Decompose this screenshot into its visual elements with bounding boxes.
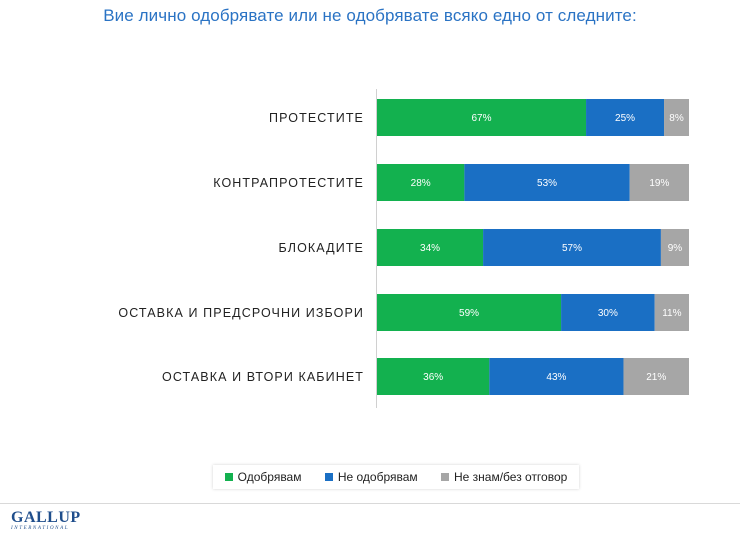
legend-item-disapprove: Не одобрявам [324, 470, 418, 484]
data-label-approve: 34% [420, 243, 440, 254]
legend-label-approve: Одобрявам [237, 470, 302, 484]
logo-name: GALLUP [11, 509, 81, 526]
data-label-dont-know: 8% [669, 113, 684, 124]
data-label-approve: 36% [423, 372, 443, 383]
legend-label-disapprove: Не одобрявам [337, 470, 418, 484]
bar-segment-disapprove [586, 99, 665, 136]
legend-swatch-disapprove [324, 473, 333, 481]
category-label: ОСТАВКА И ПРЕДСРОЧНИ ИЗБОРИ [118, 305, 364, 320]
data-label-dont-know: 11% [662, 308, 681, 319]
data-label-disapprove: 25% [615, 113, 635, 124]
legend-item-dont-know: Не знам/без отговор [440, 470, 568, 484]
data-label-dont-know: 19% [649, 178, 669, 189]
data-label-disapprove: 53% [537, 178, 557, 189]
data-label-disapprove: 30% [598, 308, 618, 319]
legend-swatch-dont-know [440, 473, 449, 481]
bar-segment-dont-know [623, 358, 689, 395]
chart-title: Вие лично одобрявате или не одобрявате в… [103, 6, 637, 25]
gallup-logo: GALLUP INTERNATIONAL [11, 510, 81, 532]
category-label: БЛОКАДИТЕ [278, 240, 364, 255]
bar-segment-approve [377, 229, 484, 266]
bar-segment-approve [377, 358, 490, 395]
category-label: КОНТРАПРОТЕСТИТЕ [213, 175, 364, 190]
bar-segment-approve [377, 294, 562, 331]
bar-segment-approve [377, 164, 465, 201]
legend-label-dont-know: Не знам/без отговор [453, 470, 568, 484]
bar-segment-disapprove [561, 294, 655, 331]
data-label-disapprove: 57% [562, 243, 582, 254]
bar-segment-dont-know [654, 294, 689, 331]
bar-segment-disapprove [489, 358, 624, 395]
logo-sub: INTERNATIONAL [11, 526, 70, 531]
bar-segment-dont-know [660, 229, 689, 266]
data-label-approve: 28% [411, 178, 431, 189]
category-label: ОСТАВКА И ВТОРИ КАБИНЕТ [162, 369, 364, 384]
legend-swatch-approve [224, 473, 233, 481]
data-label-approve: 67% [472, 113, 492, 124]
footer-divider [0, 503, 740, 504]
data-label-disapprove: 43% [546, 372, 566, 383]
legend-item-approve: Одобрявам [224, 470, 302, 484]
bar-segment-disapprove [483, 229, 661, 266]
data-label-approve: 59% [459, 308, 479, 319]
data-label-dont-know: 9% [668, 243, 683, 254]
bar-segment-dont-know [629, 164, 689, 201]
bar-segment-approve [377, 99, 587, 136]
category-label: ПРОТЕСТИТЕ [269, 110, 364, 125]
bars-group: 67% 25% 8% 28% 53% 19% 34% 57% 9% 59% 30% 11% 36% 43%… [377, 99, 689, 395]
bar-segment-disapprove [464, 164, 630, 201]
bar-segment-dont-know [664, 99, 689, 136]
legend: Одобрявам Не одобрявам Не знам/без отгов… [213, 465, 579, 489]
data-label-dont-know: 21% [646, 372, 666, 383]
